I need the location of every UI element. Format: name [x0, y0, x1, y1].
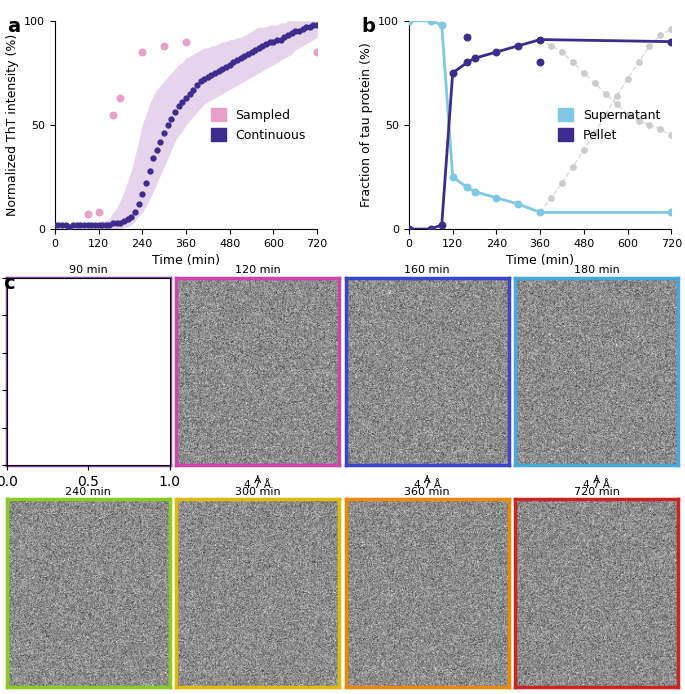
Title: 360 min: 360 min	[404, 487, 450, 497]
Title: 720 min: 720 min	[574, 487, 620, 497]
Point	[600, 88, 611, 99]
Title: 300 min: 300 min	[235, 487, 281, 497]
Text: b: b	[362, 17, 375, 35]
Point	[644, 40, 655, 51]
Y-axis label: Fraction of tau protein (%): Fraction of tau protein (%)	[360, 42, 373, 208]
Point	[545, 192, 556, 203]
Point	[447, 171, 458, 183]
Point	[180, 36, 191, 47]
Point	[589, 78, 600, 89]
Point	[655, 30, 666, 41]
Title: 180 min: 180 min	[574, 265, 619, 276]
Point	[312, 46, 323, 58]
Point	[535, 207, 546, 218]
Text: 4.7 Å: 4.7 Å	[245, 480, 271, 491]
Point	[115, 92, 126, 103]
Point	[567, 161, 578, 172]
Point	[622, 109, 633, 120]
Point	[108, 109, 119, 120]
X-axis label: Time (min): Time (min)	[152, 254, 220, 267]
Legend: Sampled, Continuous: Sampled, Continuous	[206, 103, 311, 146]
Point	[666, 130, 677, 141]
Point	[491, 192, 502, 203]
Text: 4.7 Å: 4.7 Å	[414, 480, 440, 491]
Point	[403, 223, 414, 235]
Point	[513, 40, 524, 51]
Point	[159, 40, 170, 51]
Point	[436, 219, 447, 230]
Point	[513, 198, 524, 210]
Point	[137, 46, 148, 58]
Point	[545, 40, 556, 51]
Point	[633, 115, 644, 126]
Point	[535, 34, 546, 45]
Y-axis label: Normalized ThT intensity (%): Normalized ThT intensity (%)	[5, 34, 18, 216]
Text: c: c	[3, 274, 15, 293]
Point	[469, 53, 480, 64]
Point	[655, 124, 666, 135]
Point	[611, 99, 622, 110]
Point	[556, 46, 567, 58]
Point	[436, 19, 447, 31]
Point	[666, 24, 677, 35]
Point	[462, 32, 473, 43]
Point	[535, 34, 546, 45]
Legend: Supernatant, Pellet: Supernatant, Pellet	[553, 103, 665, 146]
Title: 120 min: 120 min	[235, 265, 281, 276]
Title: 90 min: 90 min	[69, 265, 108, 276]
Point	[578, 144, 589, 155]
Point	[578, 67, 589, 78]
Point	[589, 128, 600, 139]
Point	[462, 57, 473, 68]
Point	[622, 74, 633, 85]
Point	[535, 207, 546, 218]
Point	[491, 46, 502, 58]
Point	[600, 109, 611, 120]
Text: a: a	[8, 17, 21, 35]
Point	[556, 178, 567, 189]
Text: 4.7 Å: 4.7 Å	[583, 480, 610, 491]
X-axis label: Time (min): Time (min)	[506, 254, 574, 267]
Title: 240 min: 240 min	[65, 487, 111, 497]
Point	[447, 67, 458, 78]
Point	[666, 36, 677, 47]
Point	[425, 15, 436, 26]
Point	[567, 57, 578, 68]
Point	[611, 90, 622, 101]
Title: 160 min: 160 min	[404, 265, 450, 276]
Point	[403, 15, 414, 26]
Point	[666, 207, 677, 218]
Point	[633, 57, 644, 68]
Point	[462, 182, 473, 193]
Point	[469, 186, 480, 197]
Point	[82, 209, 93, 220]
Point	[535, 57, 546, 68]
Point	[93, 207, 104, 218]
Point	[644, 119, 655, 130]
Point	[425, 223, 436, 235]
